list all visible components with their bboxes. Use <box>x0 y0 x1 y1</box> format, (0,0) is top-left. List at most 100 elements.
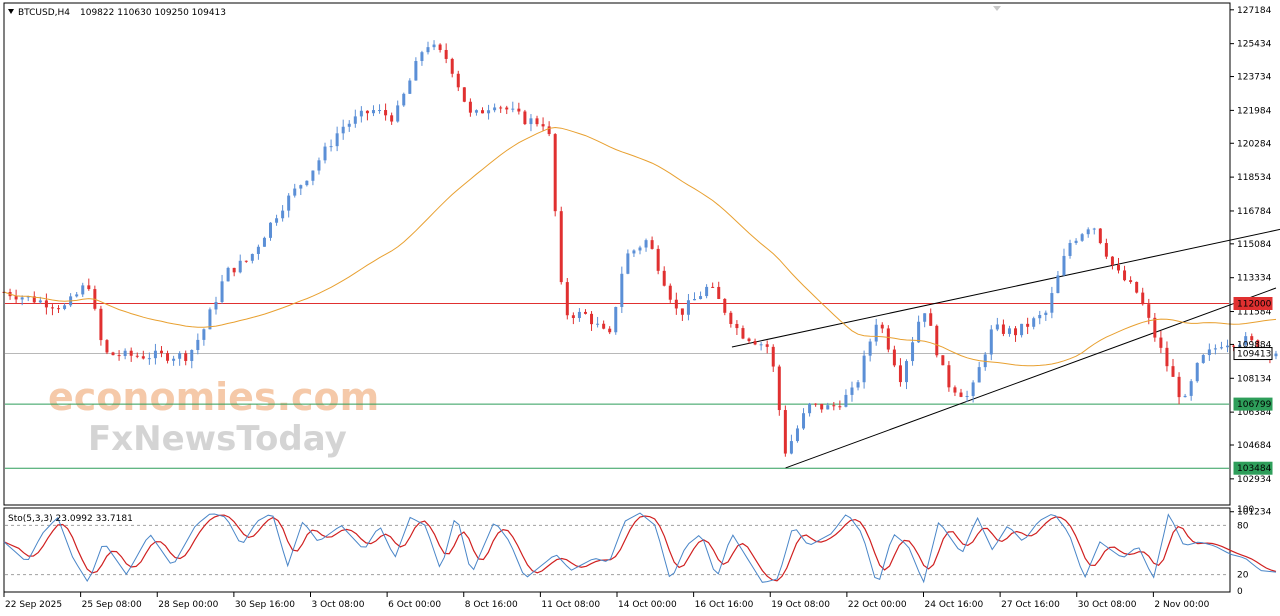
candle-body <box>232 267 236 273</box>
candle-body <box>965 395 969 397</box>
candle-body <box>214 302 218 310</box>
candle-body <box>87 285 91 290</box>
candle-body <box>577 311 581 319</box>
candle-body <box>523 111 527 125</box>
candle-body <box>1123 270 1127 281</box>
level-tags: 112000 109413 106799 103484 <box>1233 296 1273 475</box>
candle-body <box>802 413 806 429</box>
candle-body <box>862 355 866 383</box>
candle-body <box>644 240 648 248</box>
candle-body <box>693 299 697 301</box>
candle-body <box>432 44 436 48</box>
candle-body <box>898 365 902 383</box>
level-tag-label: 112000 <box>1237 299 1272 309</box>
candle-body <box>1098 228 1102 244</box>
candle-body <box>57 308 61 310</box>
level-tag <box>1233 461 1273 475</box>
candle-body <box>1183 395 1187 398</box>
candle-body <box>172 358 176 361</box>
stochastic-axis-label: 80 <box>1237 521 1249 531</box>
candle-body <box>456 73 460 88</box>
candle-body <box>487 110 491 114</box>
stochastic-axis-label: 20 <box>1237 571 1249 581</box>
candle-body <box>226 267 230 282</box>
candle-body <box>408 80 412 94</box>
candle-body <box>741 328 745 339</box>
price-tick-label: 106384 <box>1237 408 1272 418</box>
level-tag-label: 106799 <box>1237 400 1272 410</box>
time-tick-label: 6 Oct 00:00 <box>388 600 441 610</box>
candle-body <box>995 324 999 330</box>
candle-body <box>75 294 79 297</box>
chart-header: BTCUSD,H4 109822 110630 109250 109413 <box>8 8 226 18</box>
candle-body <box>147 358 151 360</box>
time-tick-label: 25 Sep 08:00 <box>82 600 142 610</box>
candle-body <box>753 341 757 345</box>
candle-body <box>856 382 860 388</box>
candle-body <box>668 285 672 300</box>
candle-body <box>1062 255 1066 276</box>
triangle-down-icon[interactable] <box>8 9 14 14</box>
candle-body <box>329 146 333 148</box>
candle-body <box>729 312 733 324</box>
candle-body <box>159 350 163 354</box>
candle-body <box>559 211 563 283</box>
candle-body <box>977 367 981 383</box>
time-tick-label: 28 Sep 00:00 <box>158 600 218 610</box>
candle-body <box>571 315 575 319</box>
candle-body <box>347 123 351 127</box>
candle-body <box>1135 281 1139 293</box>
candle-body <box>705 286 709 297</box>
candle-body <box>208 309 212 330</box>
candle-body <box>81 285 85 295</box>
candle-body <box>917 321 921 343</box>
time-tick-label: 22 Oct 00:00 <box>848 600 907 610</box>
candle-body <box>596 323 600 325</box>
candle-body <box>650 240 654 249</box>
moving-average-line <box>3 126 1277 367</box>
watermark: economies.com FxNewsToday <box>48 375 379 459</box>
candle-body <box>1001 324 1005 334</box>
candle-body <box>989 329 993 355</box>
candle-body <box>1207 349 1211 356</box>
candle-body <box>1159 337 1163 348</box>
candle-body <box>923 313 927 322</box>
candle-body <box>832 405 836 407</box>
candle-body <box>874 324 878 342</box>
time-tick-label: 19 Oct 08:00 <box>771 600 830 610</box>
candle-body <box>535 118 539 125</box>
candle-body <box>632 250 636 254</box>
price-tick-label: 116784 <box>1237 207 1272 217</box>
candle-body <box>32 296 36 303</box>
candle-body <box>1007 328 1011 334</box>
candle-body <box>699 296 703 300</box>
time-tick-label: 30 Sep 16:00 <box>235 600 295 610</box>
time-tick-label: 16 Oct 16:00 <box>695 600 754 610</box>
candle-body <box>250 253 254 261</box>
candle-body <box>971 382 975 396</box>
candle-body <box>14 296 18 300</box>
candle-body <box>1026 323 1030 327</box>
candle-body <box>826 405 830 410</box>
candle-body <box>789 441 793 454</box>
candle-body <box>1232 345 1236 347</box>
candle-body <box>414 61 418 81</box>
time-tick-label: 3 Oct 08:00 <box>312 600 365 610</box>
candle-body <box>499 107 503 109</box>
main-pane-frame <box>3 2 1231 506</box>
candle-body <box>474 110 478 113</box>
candle-body <box>1038 315 1042 319</box>
price-tick-label: 111584 <box>1237 308 1272 318</box>
stochastic-signal-line <box>3 514 1277 582</box>
time-tick-label: 30 Oct 08:00 <box>1078 600 1137 610</box>
candle-body <box>717 286 721 299</box>
candle-body <box>402 93 406 106</box>
candle-body <box>529 118 533 125</box>
time-tick-label: 27 Oct 16:00 <box>1001 600 1060 610</box>
candle-body <box>1116 264 1120 271</box>
candle-body <box>220 281 224 303</box>
candle-body <box>438 44 442 50</box>
candle-body <box>959 392 963 397</box>
price-tick-label: 127184 <box>1237 6 1272 16</box>
candle-body <box>941 355 945 366</box>
